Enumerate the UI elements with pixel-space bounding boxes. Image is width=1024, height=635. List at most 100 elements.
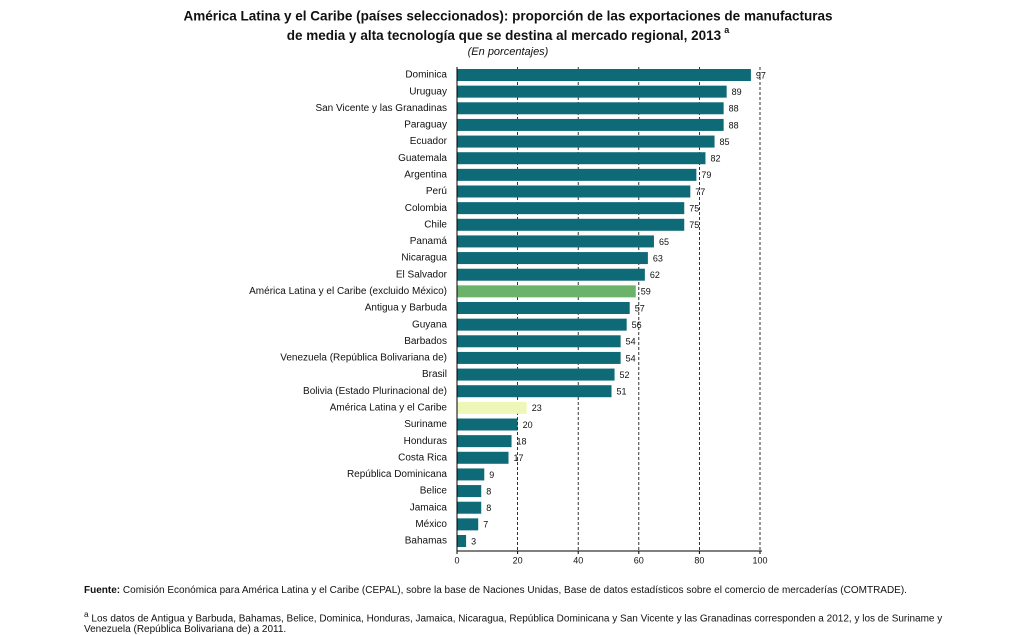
bar [457,435,512,448]
value-label: 56 [632,320,642,330]
value-label: 75 [689,220,699,230]
value-label: 23 [532,403,542,413]
bar [457,335,621,348]
value-label: 77 [695,187,705,197]
value-label: 51 [617,387,627,397]
bar [457,168,697,181]
bar [457,135,715,148]
bar [457,385,612,398]
bar [457,302,630,314]
value-label: 7 [483,520,488,530]
x-tick-label: 80 [694,555,704,565]
value-label: 52 [620,370,630,380]
y-tick-label: Perú [426,186,447,197]
value-label: 57 [635,303,645,313]
x-tick-label: 40 [573,555,583,565]
y-tick-label: Dominica [405,70,447,81]
y-tick-label: Nicaragua [401,253,447,264]
y-tick-label: América Latina y el Caribe (excluido Méx… [249,286,447,297]
y-tick-label: Panamá [410,236,448,247]
value-label: 3 [471,536,476,546]
bar [457,202,685,215]
bar [457,268,645,281]
bar [457,468,485,481]
y-tick-label: Honduras [404,436,447,447]
x-tick-label: 60 [634,555,644,565]
value-label: 8 [486,503,491,513]
value-label: 8 [486,486,491,496]
value-label: 65 [659,237,669,247]
value-label: 88 [729,104,739,114]
footnote-text: Los datos de Antigua y Barbuda, Bahamas,… [84,613,943,635]
y-tick-label: Bahamas [405,536,447,547]
y-tick-label: Uruguay [409,86,447,97]
value-label: 85 [720,137,730,147]
bar [457,118,724,131]
footnote: a Los datos de Antigua y Barbuda, Bahama… [84,609,944,635]
bar [457,185,691,198]
y-tick-label: Antigua y Barbuda [365,303,448,314]
y-tick-label: Costa Rica [398,452,447,463]
bar [457,285,636,298]
value-label: 88 [729,120,739,130]
bar [457,501,482,514]
value-label: 54 [626,337,636,347]
bar [457,451,509,464]
chart: América Latina y el Caribe (países selec… [184,9,833,566]
bar [457,235,654,248]
bar [457,401,527,414]
value-label: 17 [514,453,524,463]
y-tick-label: Paraguay [404,120,447,131]
value-label: 18 [517,437,527,447]
bar [457,351,621,364]
y-tick-label: Colombia [405,203,448,214]
bar [457,102,724,115]
title-superscript: a [724,25,730,35]
title-line: de media y alta tecnología que se destin… [287,28,722,43]
value-label: 63 [653,253,663,263]
y-tick-label: Barbados [404,336,447,347]
bar [457,485,482,498]
y-tick-label: Jamaica [410,502,448,513]
x-tick-label: 100 [752,555,767,565]
bar [457,69,751,81]
bar [457,218,685,231]
bar [457,252,648,265]
y-tick-label: República Dominicana [347,469,447,480]
y-tick-label: Guatemala [398,153,447,164]
footnote-marker: a [84,609,89,619]
value-label: 54 [626,353,636,363]
bar [457,518,479,531]
value-label: 79 [701,170,711,180]
y-tick-label: Argentina [404,169,447,180]
y-tick-label: Venezuela (República Bolivariana de) [280,353,447,364]
y-tick-label: América Latina y el Caribe [330,402,448,413]
y-tick-label: Guyana [412,319,447,330]
value-label: 20 [523,420,533,430]
bar [457,418,518,431]
bar [457,152,706,165]
y-tick-label: Suriname [404,419,447,430]
bar [457,368,615,381]
chart-title: América Latina y el Caribe (países selec… [184,9,833,24]
value-label: 59 [641,287,651,297]
y-tick-label: Ecuador [410,136,448,147]
chart-title: de media y alta tecnología que se destin… [287,25,730,42]
x-tick-label: 0 [454,555,459,565]
bar [457,318,627,331]
value-label: 89 [732,87,742,97]
chart-subtitle: (En porcentajes) [468,46,549,58]
value-label: 62 [650,270,660,280]
value-label: 97 [756,70,766,80]
y-tick-label: Bolivia (Estado Plurinacional de) [303,386,447,397]
source: Fuente: Comisión Económica para América … [84,585,907,596]
value-label: 75 [689,204,699,214]
y-tick-label: México [415,519,447,530]
y-tick-label: Belice [420,486,448,497]
y-tick-label: Brasil [422,369,447,380]
y-tick-label: El Salvador [396,269,448,280]
source-text: Comisión Económica para América Latina y… [122,585,907,596]
x-tick-label: 20 [513,555,523,565]
y-tick-label: Chile [424,219,447,230]
